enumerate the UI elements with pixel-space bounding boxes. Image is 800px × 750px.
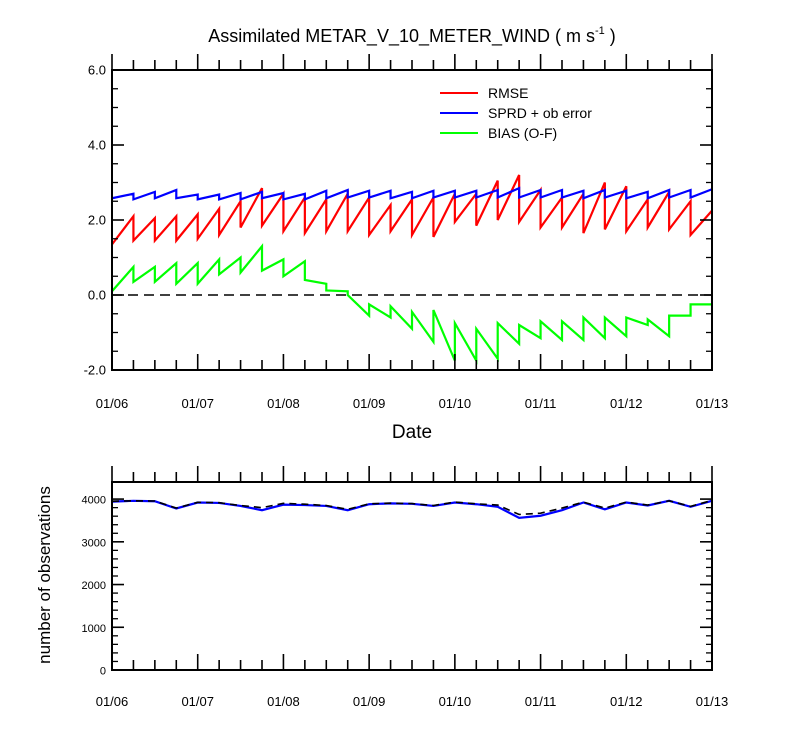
legend-label: RMSE	[488, 85, 528, 101]
y-tick-label: 2.0	[88, 213, 106, 228]
x-tick-label: 01/13	[696, 694, 729, 709]
series-line-observations-possible	[111, 499, 713, 516]
x-tick-label: 01/11	[525, 396, 557, 411]
top-panel: 01/06 01/07 01/08 01/09 01/10 01/11 01/12 01/13…	[84, 54, 729, 411]
chart-title: Assimilated METAR_V_10_METER_WIND ( m s-…	[208, 25, 616, 47]
x-tick-label: 01/09	[353, 396, 386, 411]
x-tick-label: 01/09	[353, 694, 386, 709]
series-line-rmse	[111, 174, 713, 246]
y-tick-label: 4.0	[88, 138, 106, 153]
x-tick-label: 01/06	[96, 396, 129, 411]
series-line-bias-o-f	[111, 243, 712, 365]
x-tick-label: 01/07	[181, 694, 214, 709]
x-tick-label: 01/10	[439, 396, 472, 411]
bottom-y-axis-label: number of observations	[35, 486, 54, 664]
series-line-sprd-ob-error	[111, 186, 713, 202]
y-tick-label: 1000	[82, 623, 106, 635]
y-tick-label: 3000	[82, 537, 106, 549]
bottom-panel: 01/06 01/07 01/08 01/09 01/10 01/11 01/12 01/13…	[82, 466, 729, 709]
legend-label: SPRD + ob error	[488, 105, 592, 121]
x-tick-label: 01/08	[267, 694, 300, 709]
legend-label: BIAS (O-F)	[488, 125, 557, 141]
y-tick-label: 6.0	[88, 63, 106, 78]
y-tick-label: -2.0	[84, 363, 106, 378]
y-tick-label: 2000	[82, 580, 106, 592]
x-tick-label: 01/13	[696, 396, 729, 411]
x-tick-label: 01/10	[439, 694, 472, 709]
x-tick-label: 01/12	[610, 396, 643, 411]
x-tick-label: 01/11	[525, 694, 557, 709]
y-tick-label: 0	[100, 666, 106, 678]
x-tick-label: 01/08	[267, 396, 300, 411]
y-tick-label: 0.0	[88, 288, 106, 303]
y-tick-label: 4000	[82, 495, 106, 507]
x-tick-label: 01/06	[96, 694, 129, 709]
top-x-axis-label: Date	[392, 422, 432, 443]
x-tick-label: 01/12	[610, 694, 643, 709]
plot-frame	[111, 481, 713, 671]
x-tick-label: 01/07	[181, 396, 214, 411]
